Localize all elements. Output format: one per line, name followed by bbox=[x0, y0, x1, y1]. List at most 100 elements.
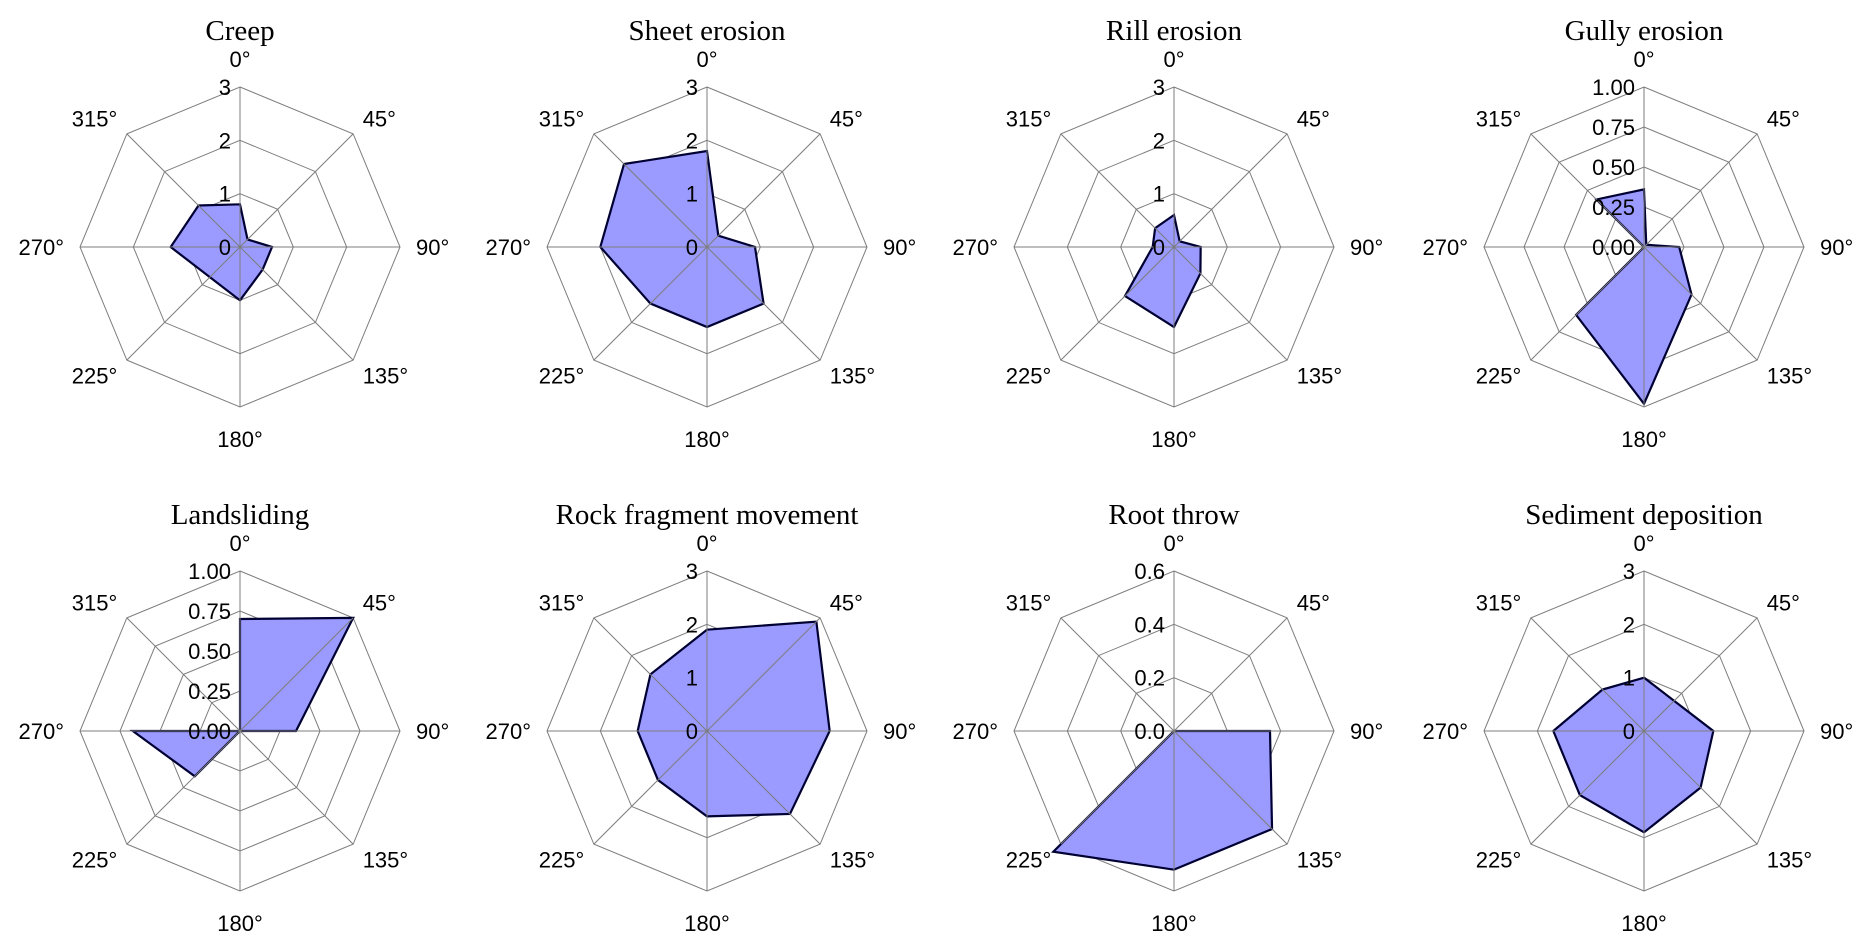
grid-spoke bbox=[1173, 133, 1288, 248]
grid-spoke bbox=[1643, 730, 1758, 845]
chart-title: Landsliding bbox=[171, 499, 310, 531]
direction-label: 0° bbox=[696, 47, 717, 72]
radar-chart-7: 0.0 0.2 0.4 0.6 0° 45° 90° 135° 180° 225° 270° 315°… bbox=[952, 499, 1383, 936]
direction-label: 180° bbox=[217, 427, 263, 452]
radial-tick-label: 0 bbox=[219, 235, 231, 260]
grid-spoke bbox=[593, 617, 708, 732]
direction-label: 45° bbox=[1297, 106, 1330, 131]
grid-spoke bbox=[706, 133, 821, 248]
grid-spoke bbox=[706, 617, 821, 732]
direction-label: 315° bbox=[539, 106, 585, 131]
radial-tick-label: 2 bbox=[1623, 612, 1635, 637]
direction-label: 270° bbox=[952, 235, 998, 260]
direction-label: 45° bbox=[1767, 590, 1800, 615]
radar-chart-8: 0 1 2 3 0° 45° 90° 135° 180° 225° 270° 315° Sediment… bbox=[1422, 499, 1853, 936]
direction-label: 135° bbox=[830, 364, 876, 389]
radial-tick-label: 0.75 bbox=[188, 599, 231, 624]
radial-tick-label: 0.50 bbox=[1592, 155, 1635, 180]
direction-label: 135° bbox=[363, 364, 409, 389]
direction-label: 315° bbox=[72, 106, 118, 131]
chart-title: Rill erosion bbox=[1106, 15, 1243, 47]
chart-title: Sheet erosion bbox=[628, 15, 786, 47]
direction-label: 45° bbox=[1297, 590, 1330, 615]
grid-spoke bbox=[1530, 730, 1645, 845]
radial-tick-label: 3 bbox=[686, 75, 698, 100]
grid-spoke bbox=[1173, 730, 1288, 845]
grid-spoke bbox=[706, 730, 821, 845]
direction-label: 225° bbox=[1006, 848, 1052, 873]
radar-chart-2: 0 1 2 3 0° 45° 90° 135° 180° 225° 270° 315° Sheet er… bbox=[485, 15, 916, 452]
direction-label: 45° bbox=[830, 106, 863, 131]
radial-tick-label: 1.00 bbox=[188, 559, 231, 584]
direction-label: 135° bbox=[1297, 364, 1343, 389]
grid-spoke bbox=[239, 133, 354, 248]
grid-spoke bbox=[593, 246, 708, 361]
direction-label: 225° bbox=[1476, 848, 1522, 873]
radial-tick-label: 1.00 bbox=[1592, 75, 1635, 100]
radial-tick-label: 2 bbox=[1153, 128, 1165, 153]
direction-label: 135° bbox=[1297, 848, 1343, 873]
chart-title: Rock fragment movement bbox=[556, 499, 859, 531]
radial-tick-label: 0.00 bbox=[1592, 235, 1635, 260]
direction-label: 135° bbox=[1767, 848, 1813, 873]
grid-spoke bbox=[593, 730, 708, 845]
chart-title: Root throw bbox=[1108, 499, 1239, 531]
radial-tick-label: 0.75 bbox=[1592, 115, 1635, 140]
grid-spoke bbox=[239, 617, 354, 732]
radar-chart-3: 0 1 2 3 0° 45° 90° 135° 180° 225° 270° 315° Rill ero… bbox=[952, 15, 1383, 452]
direction-label: 45° bbox=[363, 106, 396, 131]
grid-spoke bbox=[1643, 133, 1758, 248]
radial-tick-label: 1 bbox=[1153, 182, 1165, 207]
direction-label: 135° bbox=[1767, 364, 1813, 389]
direction-label: 270° bbox=[952, 719, 998, 744]
radial-tick-label: 2 bbox=[219, 128, 231, 153]
direction-label: 225° bbox=[1006, 364, 1052, 389]
direction-label: 45° bbox=[1767, 106, 1800, 131]
data-polygon bbox=[1574, 188, 1693, 406]
direction-label: 270° bbox=[485, 719, 531, 744]
radial-tick-label: 1 bbox=[686, 182, 698, 207]
direction-label: 180° bbox=[1621, 911, 1667, 936]
direction-label: 225° bbox=[1476, 364, 1522, 389]
direction-label: 315° bbox=[1476, 590, 1522, 615]
radial-tick-label: 0 bbox=[686, 719, 698, 744]
radar-chart-1: 0 1 2 3 0° 45° 90° 135° 180° 225° 270° 315° Creep bbox=[18, 15, 449, 452]
radial-tick-label: 3 bbox=[686, 559, 698, 584]
direction-label: 90° bbox=[883, 719, 916, 744]
radial-tick-label: 2 bbox=[686, 128, 698, 153]
direction-label: 0° bbox=[1163, 531, 1184, 556]
grid-spoke bbox=[1530, 133, 1645, 248]
radial-tick-label: 0.4 bbox=[1134, 612, 1165, 637]
grid-spoke bbox=[1060, 617, 1175, 732]
direction-label: 0° bbox=[229, 47, 250, 72]
radial-tick-label: 3 bbox=[219, 75, 231, 100]
direction-label: 225° bbox=[72, 848, 118, 873]
direction-label: 90° bbox=[1350, 719, 1383, 744]
direction-label: 135° bbox=[830, 848, 876, 873]
radial-tick-label: 0.50 bbox=[188, 639, 231, 664]
data-polygon bbox=[636, 620, 831, 818]
direction-label: 90° bbox=[883, 235, 916, 260]
chart-title: Sediment deposition bbox=[1525, 499, 1763, 531]
direction-label: 0° bbox=[1163, 47, 1184, 72]
radial-tick-label: 0 bbox=[1623, 719, 1635, 744]
grid-spoke bbox=[1643, 617, 1758, 732]
radial-tick-label: 0.0 bbox=[1134, 719, 1165, 744]
direction-label: 0° bbox=[229, 531, 250, 556]
direction-label: 0° bbox=[1633, 531, 1654, 556]
radial-tick-label: 0 bbox=[686, 235, 698, 260]
radial-tick-label: 1 bbox=[1623, 666, 1635, 691]
direction-label: 180° bbox=[684, 427, 730, 452]
grid-spoke bbox=[1173, 617, 1288, 732]
direction-label: 180° bbox=[1621, 427, 1667, 452]
radial-tick-label: 0.2 bbox=[1134, 666, 1165, 691]
direction-label: 315° bbox=[1006, 590, 1052, 615]
direction-label: 0° bbox=[696, 531, 717, 556]
radar-chart-5: 0.00 0.25 0.50 0.75 1.00 0° 45° 90° 135° 180° 225°… bbox=[18, 499, 449, 936]
radial-tick-label: 3 bbox=[1153, 75, 1165, 100]
grid-spoke bbox=[126, 730, 241, 845]
grid-spoke bbox=[1643, 246, 1758, 361]
radial-tick-label: 2 bbox=[686, 612, 698, 637]
direction-label: 315° bbox=[1006, 106, 1052, 131]
direction-label: 90° bbox=[1820, 235, 1853, 260]
